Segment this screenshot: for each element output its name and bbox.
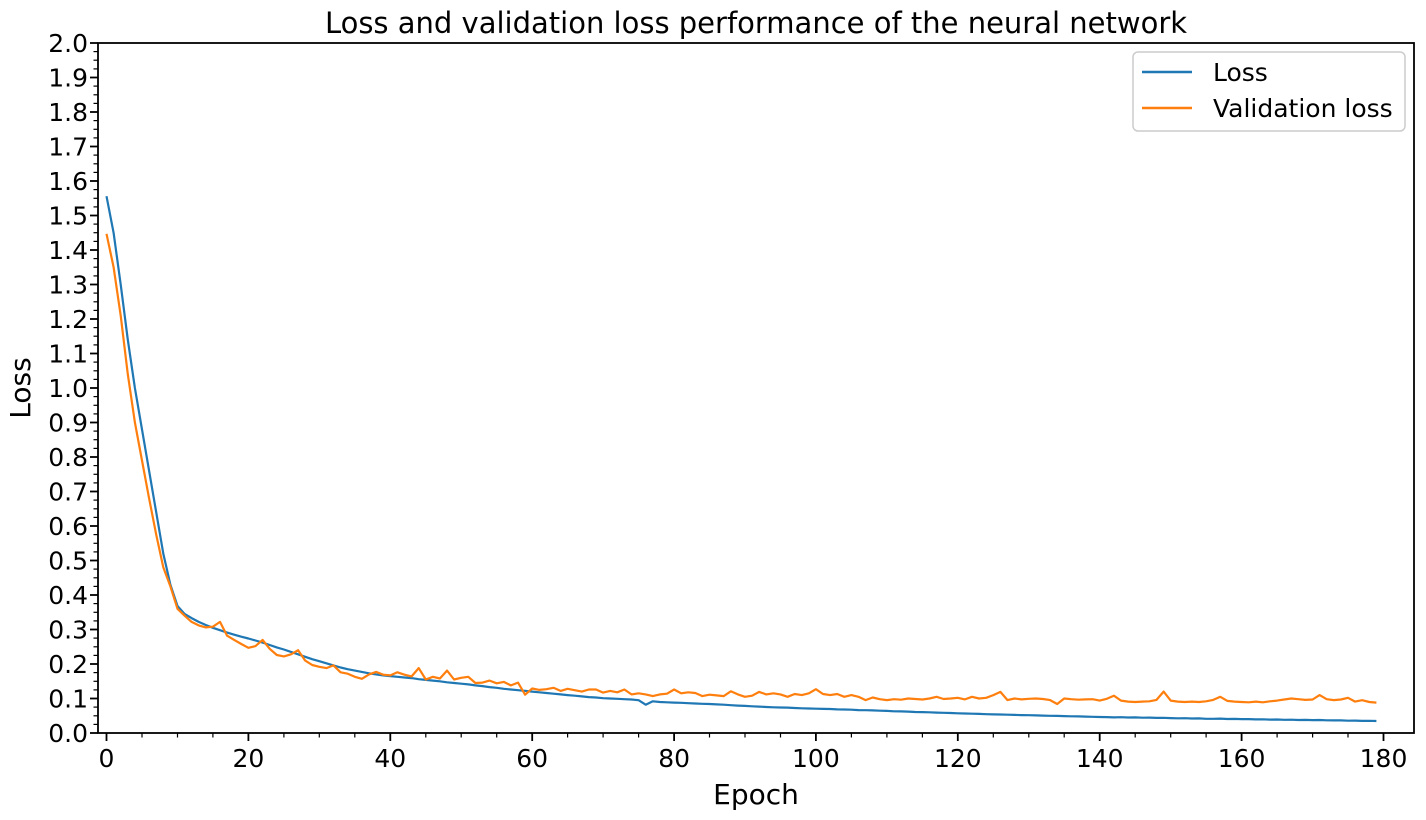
y-tick-label: 1.5 — [48, 202, 88, 231]
x-tick-label: 60 — [516, 744, 548, 773]
y-tick-label: 1.7 — [48, 133, 88, 162]
y-tick-label: 0.2 — [48, 650, 88, 679]
y-tick-label: 1.1 — [48, 340, 88, 369]
legend-loss-label: Loss — [1213, 58, 1268, 87]
x-tick-label: 0 — [99, 744, 115, 773]
x-tick-label: 120 — [934, 744, 982, 773]
x-axis-label: Epoch — [713, 778, 799, 811]
y-tick-label: 0.7 — [48, 478, 88, 507]
y-tick-label: 0.8 — [48, 443, 88, 472]
tick-labels-layer: 0 20 40 60 80 100 120 140 160 180 0.0 0.1 0.2 0.3 0.4 0… — [48, 29, 1407, 773]
legend-validation-loss-label: Validation loss — [1213, 94, 1393, 123]
y-tick-label: 1.3 — [48, 271, 88, 300]
y-tick-label: 1.9 — [48, 64, 88, 93]
chart-title: Loss and validation loss performance of … — [325, 6, 1187, 40]
loss-line — [105, 195, 1377, 723]
y-tick-label: 0.5 — [48, 547, 88, 576]
y-tick-label: 0.4 — [48, 581, 88, 610]
x-tick-label: 160 — [1218, 744, 1266, 773]
x-tick-label: 40 — [374, 744, 406, 773]
validation-loss-line — [105, 233, 1377, 706]
major-ticks-layer — [90, 42, 1385, 741]
y-axis-label: Loss — [4, 357, 37, 418]
x-tick-label: 80 — [658, 744, 690, 773]
x-tick-label: 140 — [1076, 744, 1124, 773]
x-tick-label: 100 — [792, 744, 840, 773]
y-tick-label: 1.2 — [48, 305, 88, 334]
x-tick-label: 180 — [1360, 744, 1408, 773]
y-tick-label: 0.9 — [48, 409, 88, 438]
y-tick-label: 0.0 — [48, 719, 88, 748]
series-layer — [105, 195, 1377, 723]
plot-border — [97, 42, 1415, 734]
y-tick-label: 1.6 — [48, 167, 88, 196]
y-tick-label: 2.0 — [48, 29, 88, 58]
y-tick-label: 1.8 — [48, 98, 88, 127]
y-tick-label: 0.6 — [48, 512, 88, 541]
y-tick-label: 1.4 — [48, 236, 88, 265]
legend: Loss Validation loss — [1132, 51, 1406, 132]
x-tick-label: 20 — [232, 744, 264, 773]
y-tick-label: 0.3 — [48, 616, 88, 645]
legend-box — [1132, 51, 1406, 132]
y-tick-label: 1.0 — [48, 374, 88, 403]
y-tick-label: 0.1 — [48, 685, 88, 714]
minor-ticks-layer — [93, 50, 1349, 738]
